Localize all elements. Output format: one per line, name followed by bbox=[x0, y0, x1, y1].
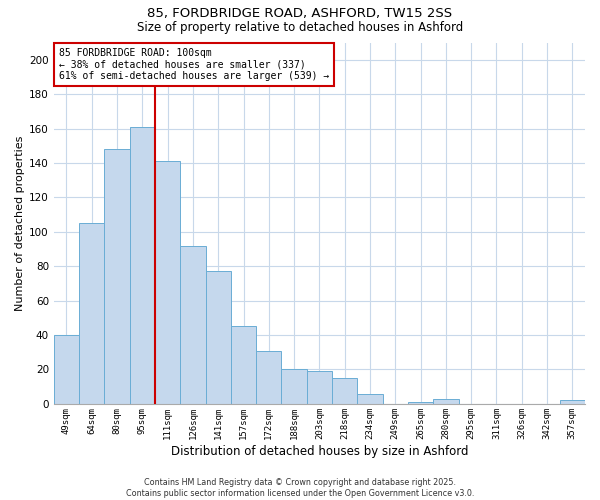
Text: Size of property relative to detached houses in Ashford: Size of property relative to detached ho… bbox=[137, 21, 463, 34]
Bar bbox=[332, 378, 358, 404]
Bar bbox=[560, 400, 585, 404]
Bar bbox=[54, 335, 79, 404]
Text: Contains HM Land Registry data © Crown copyright and database right 2025.
Contai: Contains HM Land Registry data © Crown c… bbox=[126, 478, 474, 498]
Text: 85 FORDBRIDGE ROAD: 100sqm
← 38% of detached houses are smaller (337)
61% of sem: 85 FORDBRIDGE ROAD: 100sqm ← 38% of deta… bbox=[59, 48, 329, 81]
Bar bbox=[155, 162, 180, 404]
Y-axis label: Number of detached properties: Number of detached properties bbox=[15, 136, 25, 311]
Bar bbox=[433, 399, 458, 404]
Bar bbox=[281, 370, 307, 404]
Bar bbox=[408, 402, 433, 404]
Bar bbox=[130, 127, 155, 404]
X-axis label: Distribution of detached houses by size in Ashford: Distribution of detached houses by size … bbox=[170, 444, 468, 458]
Bar bbox=[358, 394, 383, 404]
Bar bbox=[206, 272, 231, 404]
Bar bbox=[231, 326, 256, 404]
Bar bbox=[104, 149, 130, 404]
Bar bbox=[79, 223, 104, 404]
Bar bbox=[256, 350, 281, 404]
Bar bbox=[180, 246, 206, 404]
Text: 85, FORDBRIDGE ROAD, ASHFORD, TW15 2SS: 85, FORDBRIDGE ROAD, ASHFORD, TW15 2SS bbox=[148, 8, 452, 20]
Bar bbox=[307, 371, 332, 404]
